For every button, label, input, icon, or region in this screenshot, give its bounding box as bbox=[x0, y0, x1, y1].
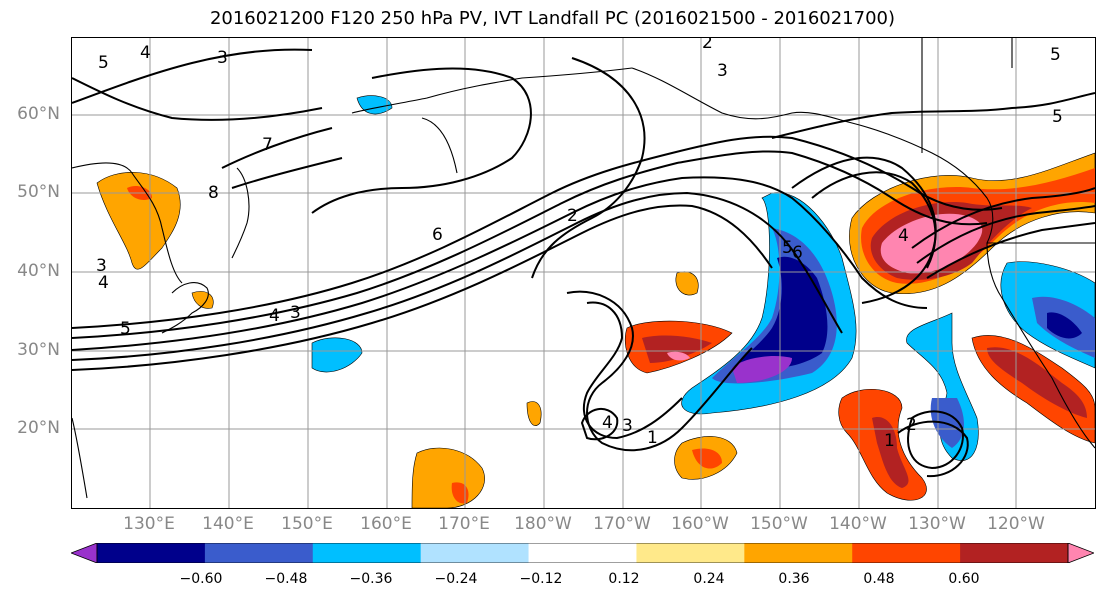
contour-label-group: 5 4 3 2 3 5 5 7 8 6 2 3 4 5 4 3 6 5 4 4 … bbox=[96, 38, 1063, 451]
contour-label: 3 bbox=[290, 303, 301, 323]
colorbar-tick-label: −0.60 bbox=[179, 571, 223, 587]
colorbar-swatch bbox=[852, 543, 961, 563]
colorbar-tick-label: −0.48 bbox=[264, 571, 308, 587]
colorbar-tick-label: 0.12 bbox=[608, 571, 640, 587]
colorbar-tick-label: 0.24 bbox=[693, 571, 725, 587]
contour-label: 5 bbox=[120, 319, 131, 339]
colorbar-outline bbox=[96, 543, 1069, 563]
lon-label: 180°W bbox=[514, 514, 572, 534]
lon-label: 120°W bbox=[987, 514, 1045, 534]
colorbar-tick-label: −0.12 bbox=[519, 571, 563, 587]
lat-label: 50°N bbox=[17, 182, 60, 202]
colorbar-swatch bbox=[420, 543, 530, 563]
lat-label: 40°N bbox=[17, 261, 60, 281]
colorbar-swatch bbox=[97, 543, 206, 563]
colorbar-swatch bbox=[636, 543, 745, 563]
colorbar-tick-label: 0.36 bbox=[778, 571, 810, 587]
colorbar-swatch bbox=[744, 543, 853, 563]
lon-label: 170°E bbox=[438, 514, 490, 534]
contour-label: 5 bbox=[1050, 45, 1061, 65]
lon-label: 130°E bbox=[123, 514, 175, 534]
contour-label: 1 bbox=[647, 428, 658, 448]
lon-label: 140°E bbox=[202, 514, 254, 534]
lon-label: 150°W bbox=[750, 514, 808, 534]
map-plot-area: 5 4 3 2 3 5 5 7 8 6 2 3 4 5 4 3 6 5 4 4 … bbox=[71, 37, 1096, 509]
colorbar-extend-high bbox=[1067, 543, 1094, 563]
contour-label: 2 bbox=[702, 38, 713, 53]
colorbar-swatch bbox=[960, 543, 1069, 563]
colorbar-tick-label: −0.24 bbox=[434, 571, 478, 587]
contour-label: 2 bbox=[906, 415, 917, 435]
colorbar-swatch bbox=[528, 543, 637, 563]
contour-label: 5 bbox=[98, 53, 109, 73]
lat-label: 20°N bbox=[17, 418, 60, 438]
colorbar-swatch bbox=[204, 543, 314, 563]
map-canvas: 5 4 3 2 3 5 5 7 8 6 2 3 4 5 4 3 6 5 4 4 … bbox=[72, 38, 1095, 508]
colorbar-swatch bbox=[312, 543, 422, 563]
map-title: 2016021200 F120 250 hPa PV, IVT Landfall… bbox=[209, 8, 896, 29]
pv-contours bbox=[72, 48, 1095, 478]
contour-label: 4 bbox=[98, 273, 109, 293]
lon-label: 170°W bbox=[593, 514, 651, 534]
contour-label: 3 bbox=[622, 416, 633, 436]
coastlines bbox=[72, 38, 1095, 499]
lat-label: 60°N bbox=[17, 104, 60, 124]
contour-label: 4 bbox=[140, 43, 151, 63]
contour-label: 2 bbox=[567, 206, 578, 226]
colorbar-tick-label: 0.60 bbox=[948, 571, 980, 587]
contour-label: 3 bbox=[96, 256, 107, 276]
contour-label: 4 bbox=[269, 306, 280, 326]
contour-label: 3 bbox=[217, 48, 228, 68]
contour-label: 4 bbox=[602, 413, 613, 433]
contour-label: 3 bbox=[717, 61, 728, 81]
colorbar-tick-label: 0.48 bbox=[863, 571, 895, 587]
colorbar-boxes bbox=[71, 543, 1094, 563]
lon-label: 160°W bbox=[671, 514, 729, 534]
colorbar bbox=[71, 543, 1094, 563]
lon-label: 140°W bbox=[829, 514, 887, 534]
colorbar-extend-low bbox=[71, 543, 98, 563]
contour-label: 4 bbox=[898, 226, 909, 246]
lon-label: 160°E bbox=[360, 514, 412, 534]
lon-label: 150°E bbox=[281, 514, 333, 534]
contour-label: 6 bbox=[432, 225, 443, 245]
contour-label: 5 bbox=[1052, 107, 1063, 127]
colorbar-tick-label: −0.36 bbox=[349, 571, 393, 587]
contour-label: 6 bbox=[792, 243, 803, 263]
contour-label: 8 bbox=[208, 183, 219, 203]
lat-label: 30°N bbox=[17, 340, 60, 360]
lon-label: 130°W bbox=[908, 514, 966, 534]
contour-label: 1 bbox=[884, 431, 895, 451]
contour-label: 7 bbox=[262, 135, 273, 155]
contour-label: 5 bbox=[782, 238, 793, 258]
